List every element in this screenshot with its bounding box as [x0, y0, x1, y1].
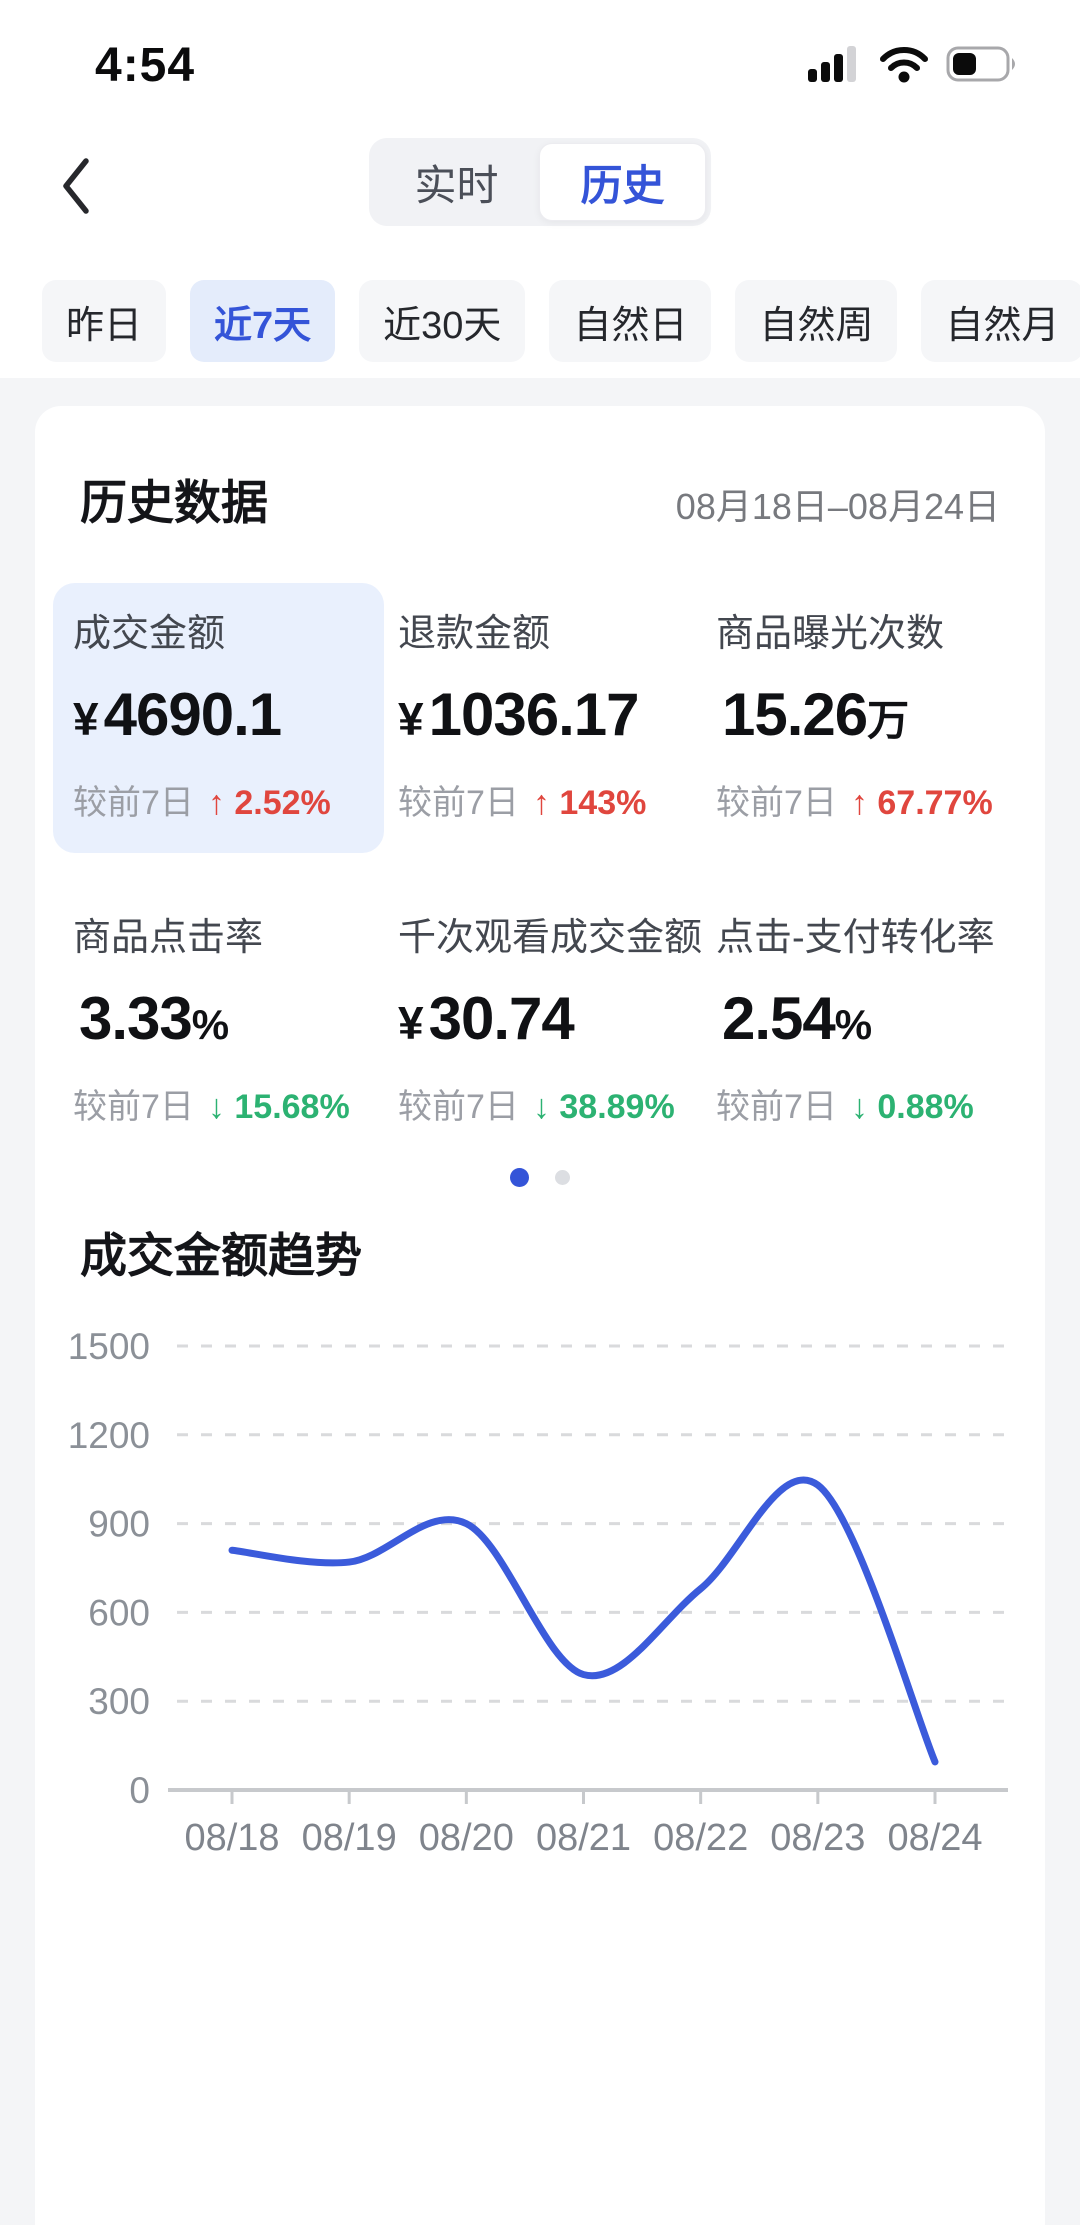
metric-label: 商品曝光次数 — [716, 613, 945, 655]
metric-compare-row: 较前7日 ↑ 143% — [398, 783, 716, 823]
history-data-card: 历史数据 08月18日–08月24日 成交金额 ¥4690.1 较前7日 ↑ 2.… — [35, 406, 1045, 2225]
back-button[interactable] — [52, 154, 100, 218]
clock-time: 4:54 — [95, 39, 196, 92]
filter-natural-month[interactable]: 自然月 — [921, 280, 1080, 362]
filter-natural-week[interactable]: 自然周 — [735, 280, 898, 362]
change-value: ↓ 0.88% — [850, 1088, 974, 1126]
svg-text:08/20: 08/20 — [419, 1817, 514, 1859]
metric-compare-row: 较前7日 ↑ 67.77% — [716, 783, 1007, 823]
svg-text:08/19: 08/19 — [302, 1817, 397, 1859]
metric-compare-row: 较前7日 ↓ 0.88% — [716, 1087, 1007, 1127]
cellular-signal-icon — [808, 46, 856, 82]
metric-unit: % — [834, 1001, 872, 1048]
svg-text:600: 600 — [88, 1592, 150, 1633]
up-arrow-icon: ↑ — [207, 784, 225, 822]
metric-compare-row: 较前7日 ↓ 38.89% — [398, 1087, 716, 1127]
status-icons — [806, 44, 1022, 84]
svg-text:08/18: 08/18 — [184, 1817, 279, 1859]
filter-last-30-days[interactable]: 近30天 — [359, 280, 526, 362]
metric-value: 2.54% — [716, 985, 1007, 1059]
compare-label: 较前7日 — [398, 1088, 519, 1126]
compare-label: 较前7日 — [73, 784, 194, 822]
metric-grid: 成交金额 ¥4690.1 较前7日 ↑ 2.52% 退款金额 ¥1036.17 较… — [53, 583, 1007, 1127]
metric-number: 15.26 — [722, 681, 868, 748]
change-value: ↑ 143% — [532, 784, 647, 822]
metric-label: 成交金额 — [73, 613, 226, 655]
card-header: 历史数据 08月18日–08月24日 — [80, 464, 1000, 533]
up-arrow-icon: ↑ — [850, 784, 868, 822]
date-range-label: 08月18日–08月24日 — [675, 486, 1000, 527]
down-arrow-icon: ↓ — [207, 1088, 225, 1126]
status-bar: 4:54 — [0, 0, 1080, 130]
down-arrow-icon: ↓ — [532, 1088, 550, 1126]
metric-value: ¥4690.1 — [73, 681, 364, 755]
svg-text:900: 900 — [88, 1504, 150, 1545]
filter-last-7-days[interactable]: 近7天 — [190, 280, 336, 362]
metric-number: 4690.1 — [103, 681, 283, 748]
currency-symbol: ¥ — [398, 997, 424, 1049]
metric-label: 商品点击率 — [73, 917, 264, 959]
svg-text:08/24: 08/24 — [887, 1817, 982, 1859]
chevron-left-icon — [63, 158, 89, 214]
svg-text:08/21: 08/21 — [536, 1817, 631, 1859]
filter-yesterday[interactable]: 昨日 — [42, 280, 167, 362]
chart-title: 成交金额趋势 — [80, 1229, 362, 1282]
metric-number: 2.54 — [722, 985, 836, 1052]
metric-tile-refund[interactable]: 退款金额 ¥1036.17 较前7日 ↑ 143% — [398, 611, 716, 823]
metric-number: 3.33 — [79, 985, 193, 1052]
nav-bar: 实时 历史 — [0, 130, 1080, 240]
pagination-dot-1[interactable] — [510, 1167, 529, 1187]
gmv-trend-line-chart: 1500 1200 900 600 300 0 08/18 08/19 08/20 08/21 08… — [68, 1326, 1008, 1859]
compare-label: 较前7日 — [716, 784, 837, 822]
battery-icon — [946, 46, 1015, 82]
svg-text:0: 0 — [129, 1770, 150, 1811]
currency-symbol: ¥ — [73, 693, 99, 745]
change-value: ↑ 2.52% — [207, 784, 331, 822]
metric-value: ¥1036.17 — [398, 681, 716, 755]
metric-label: 退款金额 — [398, 613, 551, 655]
metric-unit: 万 — [867, 697, 909, 744]
up-arrow-icon: ↑ — [532, 784, 550, 822]
change-value: ↓ 15.68% — [207, 1088, 350, 1126]
mode-segmented-control: 实时 历史 — [369, 138, 711, 226]
metric-tile-gpm[interactable]: 千次观看成交金额 ¥30.74 较前7日 ↓ 38.89% — [398, 915, 716, 1127]
metric-tile-gmv[interactable]: 成交金额 ¥4690.1 较前7日 ↑ 2.52% — [53, 583, 384, 853]
card-title: 历史数据 — [80, 476, 268, 529]
metric-number: 30.74 — [428, 985, 575, 1052]
tab-history[interactable]: 历史 — [539, 143, 706, 221]
content-area: 历史数据 08月18日–08月24日 成交金额 ¥4690.1 较前7日 ↑ 2.… — [0, 378, 1080, 2225]
change-value: ↓ 38.89% — [532, 1088, 675, 1126]
down-arrow-icon: ↓ — [850, 1088, 868, 1126]
metric-compare-row: 较前7日 ↑ 2.52% — [73, 783, 364, 823]
svg-text:1500: 1500 — [68, 1326, 150, 1367]
compare-label: 较前7日 — [398, 784, 519, 822]
svg-text:08/22: 08/22 — [653, 1817, 748, 1859]
metric-value: 15.26万 — [716, 681, 1007, 755]
currency-symbol: ¥ — [398, 693, 424, 745]
metric-compare-row: 较前7日 ↓ 15.68% — [73, 1087, 398, 1127]
tab-realtime[interactable]: 实时 — [414, 161, 499, 209]
svg-text:300: 300 — [88, 1681, 150, 1722]
metric-number: 1036.17 — [428, 681, 640, 748]
compare-label: 较前7日 — [716, 1088, 837, 1126]
metric-tile-conversion[interactable]: 点击-支付转化率 2.54% 较前7日 ↓ 0.88% — [716, 915, 1007, 1127]
svg-text:1200: 1200 — [68, 1415, 150, 1456]
compare-label: 较前7日 — [73, 1088, 194, 1126]
metric-unit: % — [191, 1001, 229, 1048]
wifi-icon — [880, 47, 928, 83]
metric-value: 3.33% — [73, 985, 398, 1059]
pagination-dots — [35, 1167, 1045, 1187]
pagination-dot-2[interactable] — [555, 1169, 570, 1185]
metric-label: 点击-支付转化率 — [716, 917, 995, 959]
metric-tile-ctr[interactable]: 商品点击率 3.33% 较前7日 ↓ 15.68% — [73, 915, 398, 1127]
metric-value: ¥30.74 — [398, 985, 716, 1059]
metric-tile-impressions[interactable]: 商品曝光次数 15.26万 较前7日 ↑ 67.77% — [716, 611, 1007, 823]
svg-text:08/23: 08/23 — [770, 1817, 865, 1859]
metric-label: 千次观看成交金额 — [398, 917, 703, 959]
filter-natural-day[interactable]: 自然日 — [549, 280, 712, 362]
date-filter-bar: 昨日 近7天 近30天 自然日 自然周 自然月 — [0, 240, 1080, 378]
change-value: ↑ 67.77% — [850, 784, 993, 822]
